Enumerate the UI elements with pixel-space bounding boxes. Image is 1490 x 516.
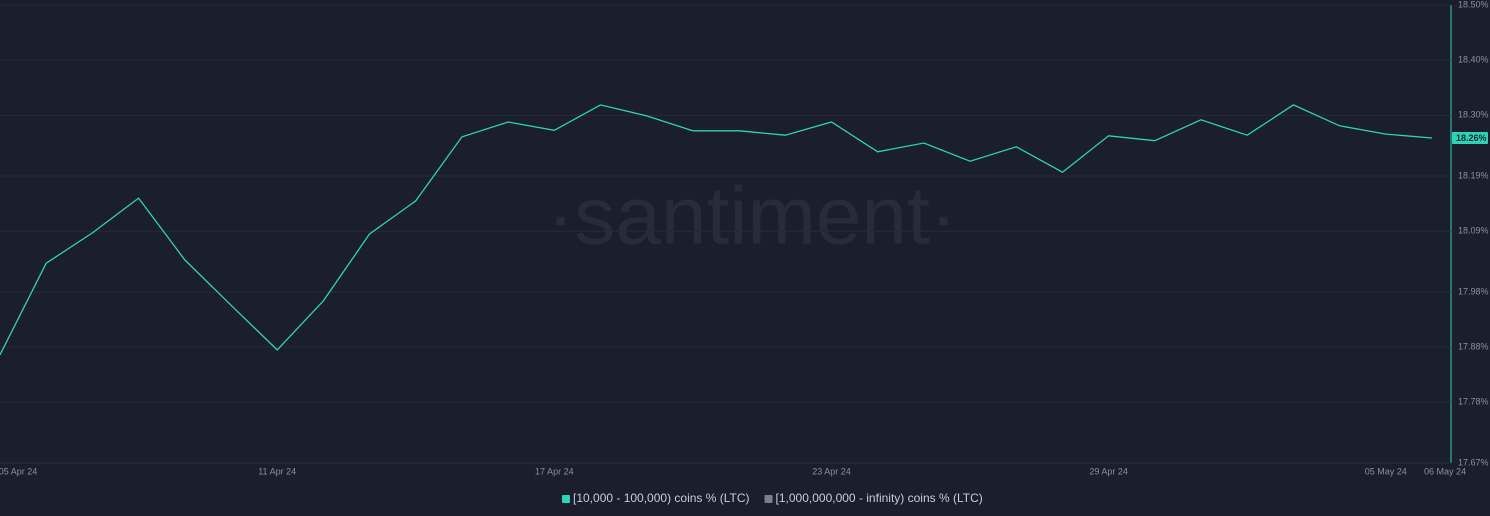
y-tick-label: 17.88%: [1458, 341, 1489, 351]
x-tick-label: 06 May 24: [1424, 466, 1466, 476]
legend-label: [1,000,000,000 - infinity) coins % (LTC): [776, 491, 983, 505]
value-label: 18.26%: [1456, 133, 1487, 143]
value-badge: [1452, 131, 1488, 144]
y-tick-label: 17.67%: [1458, 457, 1489, 467]
legend-swatch: [764, 495, 773, 503]
legend-swatch: [562, 495, 570, 503]
legend: [10,000 - 100,000) coins % (LTC) [1,000,0…: [562, 491, 983, 505]
y-tick-label: 17.98%: [1458, 286, 1489, 296]
y-tick-label: 18.40%: [1458, 55, 1489, 65]
x-tick-label: 05 May 24: [1365, 466, 1407, 476]
x-tick-label: 05 Apr 24: [0, 466, 37, 476]
y-tick-label: 18.30%: [1458, 110, 1489, 120]
y-tick-label: 17.78%: [1458, 397, 1489, 407]
x-tick-label: 23 Apr 24: [812, 466, 851, 476]
y-tick-label: 18.50%: [1458, 0, 1489, 9]
legend-label: [10,000 - 100,000) coins % (LTC): [573, 491, 750, 505]
x-tick-label: 29 Apr 24: [1089, 466, 1128, 476]
x-tick-label: 11 Apr 24: [258, 466, 296, 476]
y-tick-label: 18.09%: [1458, 226, 1489, 236]
y-tick-label: 18.19%: [1458, 170, 1489, 180]
x-tick-label: 17 Apr 24: [535, 466, 574, 476]
series-line: [0, 104, 1433, 356]
watermark: ·santiment·: [547, 171, 957, 262]
